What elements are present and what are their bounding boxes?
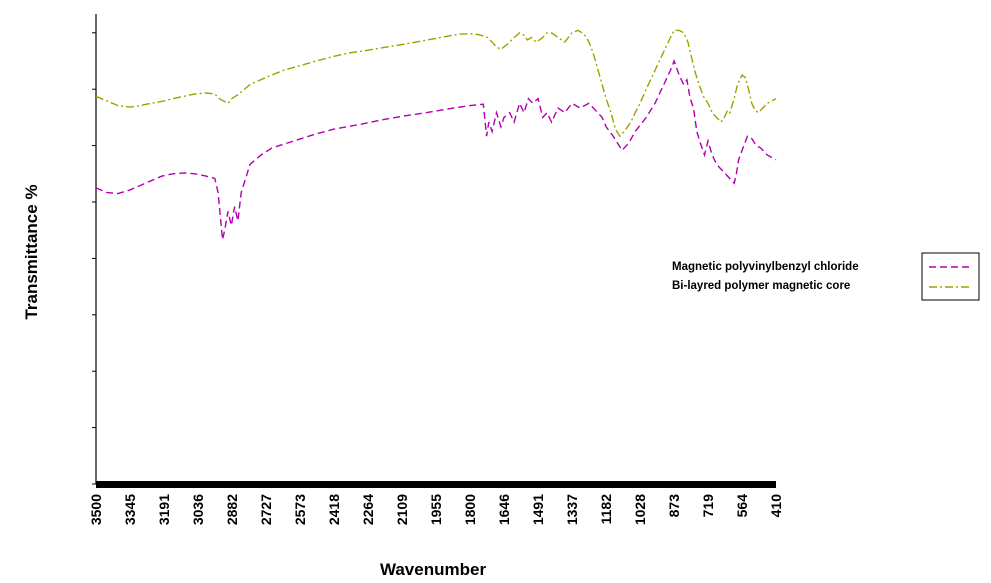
x-ticks: 3500 3345 3191 3036 2882 2727 2573 2418 2264 2109…	[88, 494, 784, 525]
x-tick-label-19: 564	[734, 494, 750, 518]
x-tick-label-4: 2882	[224, 494, 240, 525]
x-tick-label-0: 3500	[88, 494, 104, 525]
x-tick-label-7: 2418	[326, 494, 342, 525]
x-tick-label-20: 410	[768, 494, 784, 518]
x-tick-label-8: 2264	[360, 494, 376, 525]
x-tick-label-13: 1491	[530, 494, 546, 525]
x-tick-label-11: 1800	[462, 494, 478, 525]
series-line-1	[95, 29, 777, 138]
legend-swatch-box	[921, 252, 980, 301]
y-ticks	[92, 32, 96, 485]
legend: Magnetic polyvinylbenzyl chloride Bi-lay…	[672, 252, 980, 301]
x-tick-label-16: 1028	[632, 494, 648, 525]
series-layer	[95, 29, 777, 240]
x-tick-label-1: 3345	[122, 494, 138, 525]
x-tick-label-10: 1955	[428, 494, 444, 525]
x-axis-bar	[96, 481, 776, 488]
y-axis-label: Transmittance %	[22, 184, 41, 319]
x-tick-label-5: 2727	[258, 494, 274, 525]
x-tick-label-12: 1646	[496, 494, 512, 525]
x-tick-label-9: 2109	[394, 494, 410, 525]
legend-label-1: Bi-layred polymer magnetic core	[672, 280, 850, 292]
legend-label-0: Magnetic polyvinylbenzyl chloride	[672, 261, 859, 273]
x-tick-label-15: 1182	[598, 494, 614, 525]
x-tick-label-18: 719	[700, 494, 716, 518]
x-tick-label-17: 873	[666, 494, 682, 518]
x-axis-label: Wavenumber	[380, 560, 487, 579]
x-tick-label-6: 2573	[292, 494, 308, 525]
x-tick-label-14: 1337	[564, 494, 580, 525]
series-line-0	[95, 59, 777, 240]
x-tick-label-2: 3191	[156, 494, 172, 525]
y-axis-title: Transmittance %	[22, 184, 41, 319]
x-tick-label-3: 3036	[190, 494, 206, 525]
